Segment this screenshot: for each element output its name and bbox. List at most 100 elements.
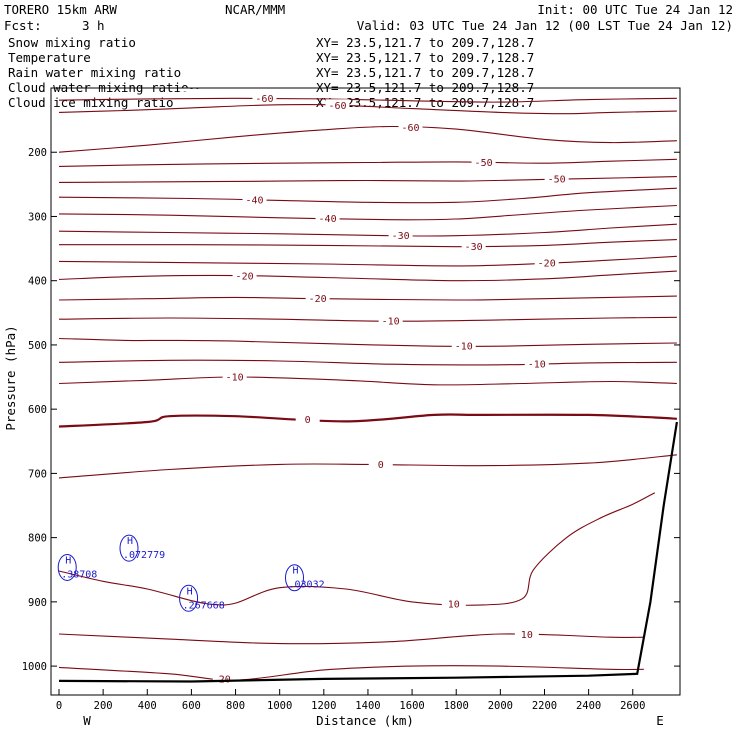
contour-label-14-0: -10 xyxy=(455,342,473,353)
x-tick-label-2: 400 xyxy=(138,700,157,712)
temperature-contour-5 xyxy=(58,176,677,183)
y-tick-label-2: 400 xyxy=(28,276,47,288)
field-xy-rain: XY= 23.5,121.7 to 209.7,128.7 xyxy=(316,65,534,80)
contour-label-7-0: -40 xyxy=(319,214,337,225)
temperature-contour-12 xyxy=(58,295,677,301)
temperature-contour-14 xyxy=(58,337,677,348)
contour-label-bg-0-0 xyxy=(179,88,204,92)
contour-label-bg-12-0 xyxy=(305,292,330,305)
temperature-contour-7 xyxy=(58,204,677,221)
x-tick-label-10: 2000 xyxy=(488,700,513,712)
contour-label-bg-5-0 xyxy=(544,173,569,186)
x-tick-label-6: 1200 xyxy=(311,700,336,712)
y-tick-label-8: 1000 xyxy=(22,661,47,673)
x-tick-label-1: 200 xyxy=(94,700,113,712)
contour-label-1-0: -60 xyxy=(255,94,273,105)
x-tick-label-5: 1000 xyxy=(267,700,292,712)
y-tick-label-3: 500 xyxy=(28,340,47,352)
temperature-contour-3 xyxy=(58,125,677,153)
temperature-contour-1 xyxy=(58,97,677,103)
y-tick-label-4: 600 xyxy=(28,404,47,416)
field-xy-snow: XY= 23.5,121.7 to 209.7,128.7 xyxy=(316,35,534,50)
cloud-water-max-value-0: .38708 xyxy=(61,569,97,580)
temperature-contour-20 xyxy=(58,633,644,645)
fcst-value: 3 h xyxy=(82,18,105,33)
cloud-water-contour-3 xyxy=(285,564,305,592)
axes: 0 200 400 600 800 1000 1200 1400 1600 1800 2000 220… xyxy=(22,147,680,712)
y-tick-label-5: 700 xyxy=(28,468,47,480)
contour-label-bg-8-0 xyxy=(388,229,413,242)
x-tick-label-7: 1400 xyxy=(355,700,380,712)
model-title: TORERO 15km ARW xyxy=(4,2,117,17)
init-time: Init: 00 UTC Tue 24 Jan 12 xyxy=(537,2,733,17)
contour-label-6-0: -40 xyxy=(245,195,263,206)
plot-area: -60 -60 -60 -60 -50 -50 -40 -40 -30 -30 -20 -20 -20 -… xyxy=(57,81,678,686)
temperature-contour-2 xyxy=(58,103,677,115)
x-tick-label-13: 2600 xyxy=(620,700,645,712)
temperature-contour-18 xyxy=(58,454,677,479)
x-axis-label: Distance (km) xyxy=(316,713,414,728)
contour-label-bg-1-0 xyxy=(252,92,277,105)
y-tick-label-1: 300 xyxy=(28,211,47,223)
contour-label-3-0: -60 xyxy=(402,123,420,134)
center-title: NCAR/MMM xyxy=(225,2,285,17)
plot-frame xyxy=(50,87,681,696)
contour-label-bg-4-0 xyxy=(471,156,496,169)
temperature-contour-13 xyxy=(58,316,677,322)
field-name-rain: Rain water mixing ratio xyxy=(8,65,181,80)
contour-label-16-0: -10 xyxy=(226,373,244,384)
temperature-contour-21 xyxy=(58,665,644,681)
contour-label-13-0: -10 xyxy=(382,317,400,328)
contour-label-15-0: -10 xyxy=(528,360,546,371)
fcst-label: Fcst: xyxy=(4,18,42,33)
contour-label-bg-19-0 xyxy=(441,597,466,610)
x-tick-label-8: 1600 xyxy=(399,700,424,712)
contour-label-4-0: -50 xyxy=(475,158,493,169)
contour-label-8-0: -30 xyxy=(392,231,410,242)
contour-label-bg-9-0 xyxy=(461,240,486,253)
cloud-water-max-marker-0: H xyxy=(65,555,71,566)
cloud-water-max-marker-1: H xyxy=(127,536,133,547)
contour-label-11-0: -20 xyxy=(236,271,254,282)
y-tick-label-6: 800 xyxy=(28,533,47,545)
contour-label-bg-15-0 xyxy=(524,358,549,371)
contour-label-0-0: -60 xyxy=(182,81,200,92)
contour-label-bg-11-0 xyxy=(232,269,257,282)
contour-label-bg-3-0 xyxy=(398,121,423,134)
contour-label-bg-7-0 xyxy=(315,212,340,225)
contour-label-bg-16-0 xyxy=(222,371,247,384)
cloud-water-contour-0 xyxy=(57,553,77,581)
field-name-snow: Snow mixing ratio xyxy=(8,35,136,50)
cloud-water-contour-2 xyxy=(179,584,199,612)
cloud-water-contour-1 xyxy=(119,534,139,562)
temperature-contour-11 xyxy=(58,270,677,282)
cloud-water-max-value-2: .267668 xyxy=(183,600,225,611)
temperature-contour-6 xyxy=(58,187,677,204)
contour-label-2-0: -60 xyxy=(328,101,346,112)
contour-label-bg-17-0 xyxy=(295,413,320,426)
contour-label-12-0: -20 xyxy=(309,294,327,305)
temperature-contour-4 xyxy=(58,158,677,167)
cloud-water-max-marker-2: H xyxy=(187,586,193,597)
east-end-label: E xyxy=(656,713,664,728)
temperature-contour-10 xyxy=(58,255,677,267)
y-axis-label: Pressure (hPa) xyxy=(3,325,18,430)
contour-label-bg-21-0 xyxy=(212,673,237,686)
cloud-water-max-value-1: .072779 xyxy=(123,550,165,561)
contour-label-20-0: 10 xyxy=(521,630,533,641)
contour-label-9-0: -30 xyxy=(465,242,483,253)
contour-label-bg-20-0 xyxy=(514,628,539,641)
y-tick-label-0: 200 xyxy=(28,147,47,159)
valid-time: Valid: 03 UTC Tue 24 Jan 12 (00 LST Tue … xyxy=(357,18,733,33)
x-tick-label-11: 2200 xyxy=(532,700,557,712)
y-tick-label-7: 900 xyxy=(28,597,47,609)
contour-label-19-0: 10 xyxy=(448,599,460,610)
contour-label-18-0: 0 xyxy=(378,460,384,471)
terrain-line xyxy=(58,421,678,683)
contour-label-10-0: -20 xyxy=(538,259,556,270)
contour-label-5-0: -50 xyxy=(548,175,566,186)
x-tick-label-3: 600 xyxy=(182,700,201,712)
temperature-contour-16 xyxy=(58,376,677,386)
temperature-contour-17 xyxy=(58,413,677,428)
